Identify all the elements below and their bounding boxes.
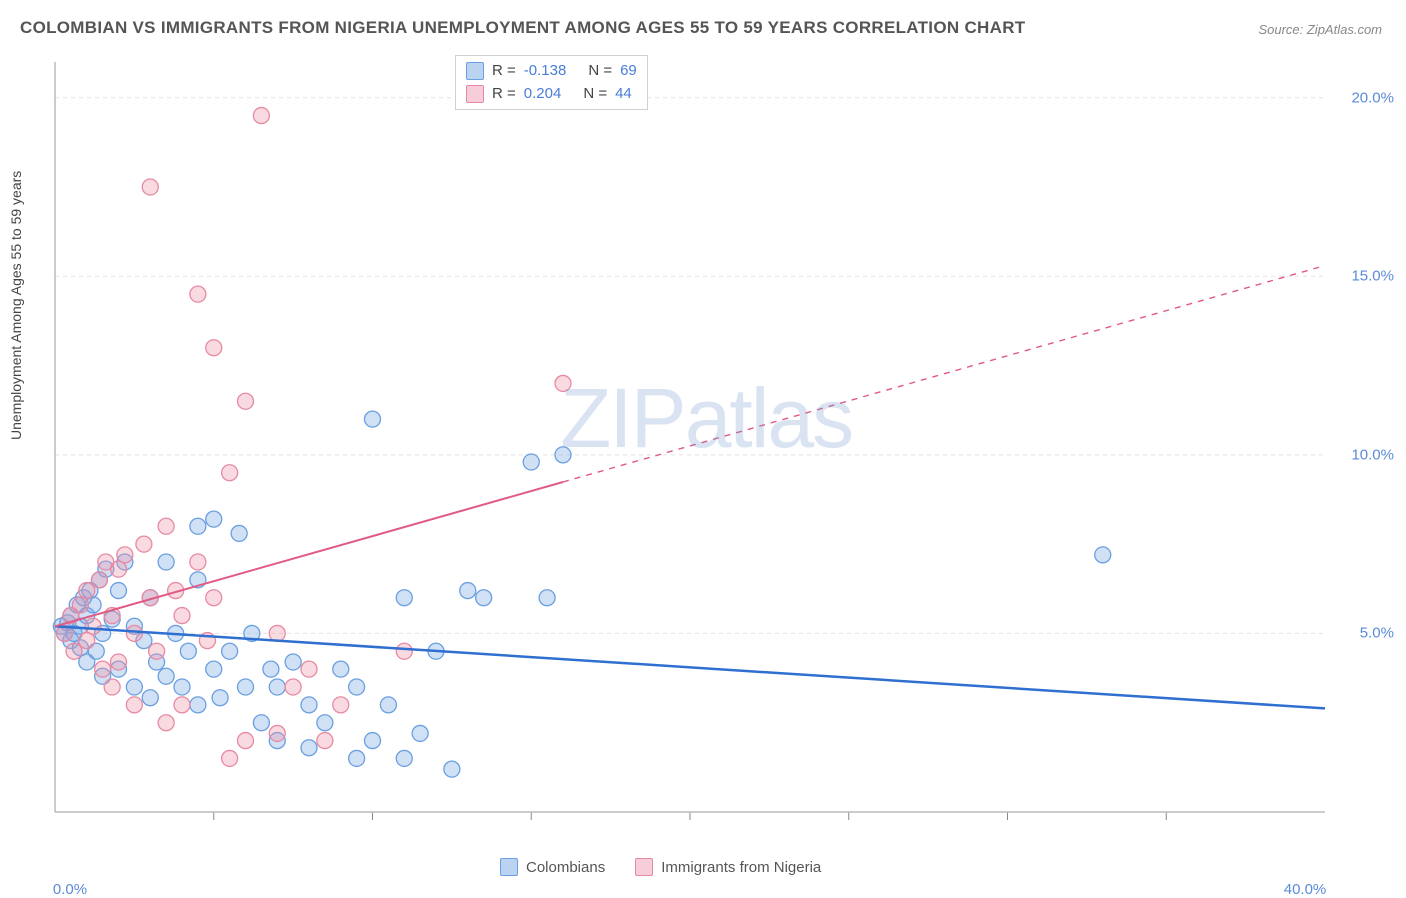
legend-swatch [500, 858, 518, 876]
legend-n-value: 44 [615, 83, 632, 106]
legend-swatch [466, 62, 484, 80]
legend-series-item: Colombians [500, 858, 605, 876]
legend-r-label: R = [492, 60, 516, 83]
y-axis-label: Unemployment Among Ages 55 to 59 years [8, 171, 24, 440]
source-label: Source: ZipAtlas.com [1258, 22, 1382, 37]
correlation-legend: R =-0.138N =69R =0.204N =44 [455, 55, 648, 110]
y-tick-label: 10.0% [1351, 446, 1394, 463]
y-tick-label: 5.0% [1360, 625, 1394, 642]
legend-n-label: N = [588, 60, 612, 83]
x-tick-label: 0.0% [53, 881, 87, 898]
x-tick-label: 40.0% [1284, 881, 1327, 898]
y-tick-label: 15.0% [1351, 268, 1394, 285]
y-tick-label: 20.0% [1351, 89, 1394, 106]
legend-swatch [466, 85, 484, 103]
legend-correlation-row: R = -0.138 N = 69 [466, 60, 637, 83]
series-legend: Colombians Immigrants from Nigeria [500, 858, 821, 876]
legend-r-value: 0.204 [524, 83, 562, 106]
legend-n-label: N = [583, 83, 607, 106]
legend-r-value: -0.138 [524, 60, 567, 83]
legend-n-value: 69 [620, 60, 637, 83]
chart-title: COLOMBIAN VS IMMIGRANTS FROM NIGERIA UNE… [20, 18, 1025, 38]
legend-series-label: Colombians [526, 859, 605, 876]
legend-correlation-row: R = 0.204 N = 44 [466, 83, 637, 106]
scatter-plot [45, 52, 1385, 852]
legend-series-label: Immigrants from Nigeria [661, 859, 821, 876]
legend-swatch [635, 858, 653, 876]
legend-series-item: Immigrants from Nigeria [635, 858, 821, 876]
legend-r-label: R = [492, 83, 516, 106]
